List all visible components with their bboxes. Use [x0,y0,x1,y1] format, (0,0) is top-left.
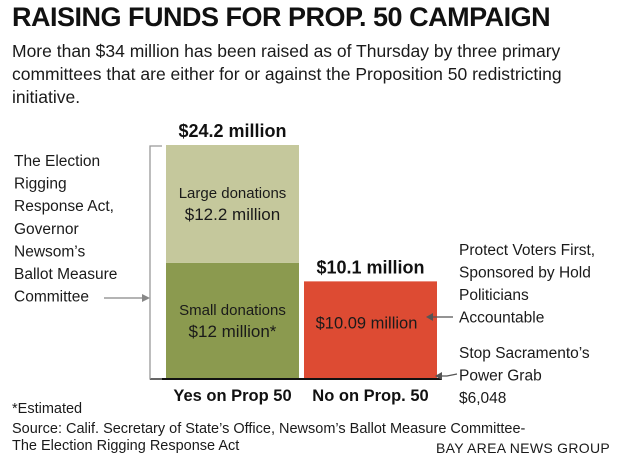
bar-total-0: $24.2 million [178,121,286,141]
chart-title: RAISING FUNDS FOR PROP. 50 CAMPAIGN [12,2,551,32]
segment-name-0: Small donations [179,302,286,319]
bar-total-1: $10.1 million [316,257,424,277]
yes-committee-line-0: The Election [14,153,100,170]
bar-segment-0 [166,262,299,379]
segment-value-3: $10.09 million [316,314,418,332]
no-committee-line-1: Sponsored by Hold [459,265,591,282]
source-line-2: The Election Rigging Response Act [12,438,240,454]
no-committee-line-3: Accountable [459,310,544,327]
no-leader-arrow [426,313,433,321]
stop-committee-line-0: Stop Sacramento’s [459,345,590,362]
bar-segment-1 [166,145,299,263]
category-label-0: Yes on Prop 50 [173,387,291,405]
stop-committee-line-2: $6,048 [459,390,506,407]
footnote: *Estimated [12,401,83,417]
no-committee-line-2: Politicians [459,287,529,304]
stop-committee-line-1: Power Grab [459,368,542,385]
yes-committee-line-4: Newsom’s [14,243,85,260]
yes-committee-line-2: Response Act, [14,198,114,215]
no-committee-line-0: Protect Voters First, [459,242,595,259]
yes-committee-line-3: Governor [14,221,79,238]
yes-committee-line-1: Rigging [14,176,67,193]
chart-subtitle: More than $34 million has been raised as… [12,41,562,107]
yes-committee-line-5: Ballot Measure [14,266,117,283]
yes-bracket [149,145,162,380]
yes-leader-arrow [142,294,150,302]
stop-leader-arrow [435,372,442,380]
segment-value-0: $12 million* [189,322,277,341]
yes-committee-line-6: Committee [14,289,89,306]
source-line-1: Source: Calif. Secretary of State’s Offi… [12,421,526,437]
credit: BAY AREA NEWS GROUP [435,440,610,456]
segment-name-1: Large donations [179,185,287,202]
category-label-1: No on Prop. 50 [312,387,428,405]
segment-value-1: $12.2 million [185,205,280,224]
bar-segment-3 [304,281,437,379]
